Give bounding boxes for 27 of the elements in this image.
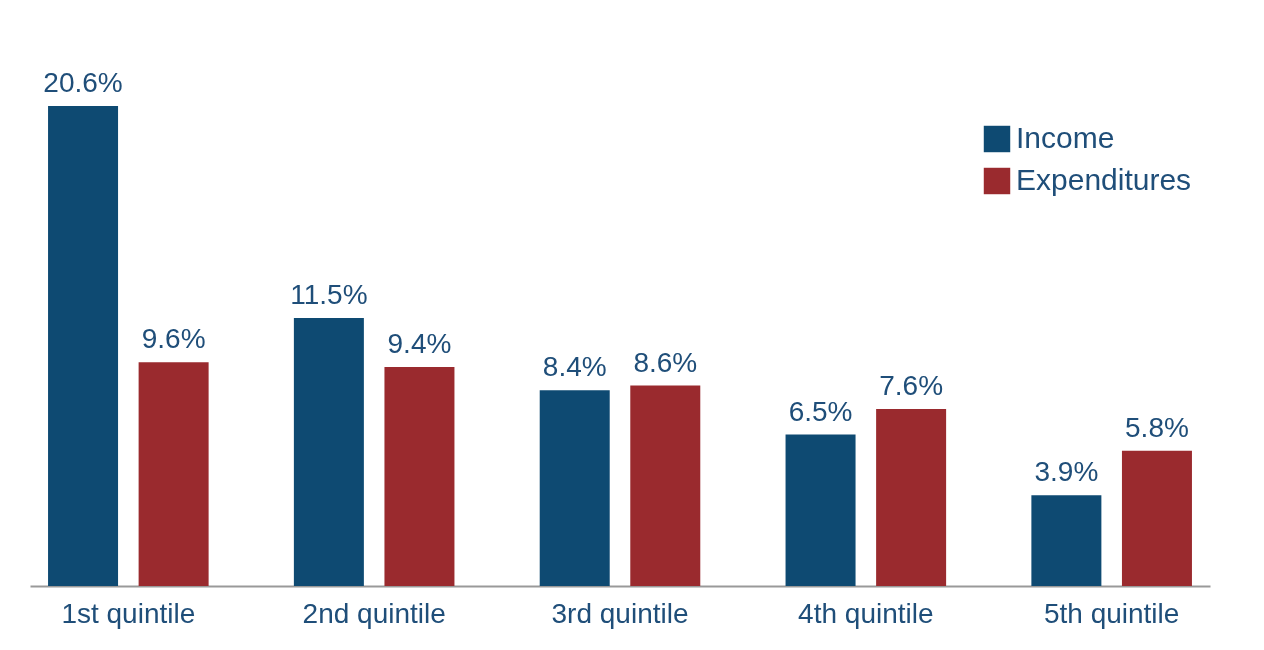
data-label: 6.5% <box>788 395 853 427</box>
bar <box>1121 450 1192 586</box>
bar <box>876 408 947 586</box>
data-label: 9.6% <box>141 323 206 355</box>
bar <box>293 318 364 586</box>
data-label: 3.9% <box>1034 456 1099 488</box>
x-tick-label: 3rd quintile <box>551 597 689 629</box>
legend-label: Expenditures <box>1016 163 1192 196</box>
bar <box>630 385 701 586</box>
bar <box>539 390 610 586</box>
bar <box>138 362 209 586</box>
data-label: 9.4% <box>387 327 452 359</box>
data-label: 11.5% <box>290 279 368 311</box>
bar <box>384 366 455 586</box>
bar <box>1031 495 1102 586</box>
x-tick-label: 4th quintile <box>798 597 934 629</box>
data-label: 5.8% <box>1125 411 1189 443</box>
data-label: 20.6% <box>43 67 123 98</box>
bar <box>785 434 856 586</box>
x-tick-label: 2nd quintile <box>302 597 446 629</box>
x-tick-label: 5th quintile <box>1043 597 1180 629</box>
legend-label: Income <box>1016 121 1115 154</box>
data-label: 8.6% <box>633 346 698 378</box>
data-label: 7.6% <box>879 369 944 401</box>
bar <box>48 106 119 586</box>
data-label: 8.4% <box>542 351 607 383</box>
x-tick-label: 1st quintile <box>61 597 196 629</box>
